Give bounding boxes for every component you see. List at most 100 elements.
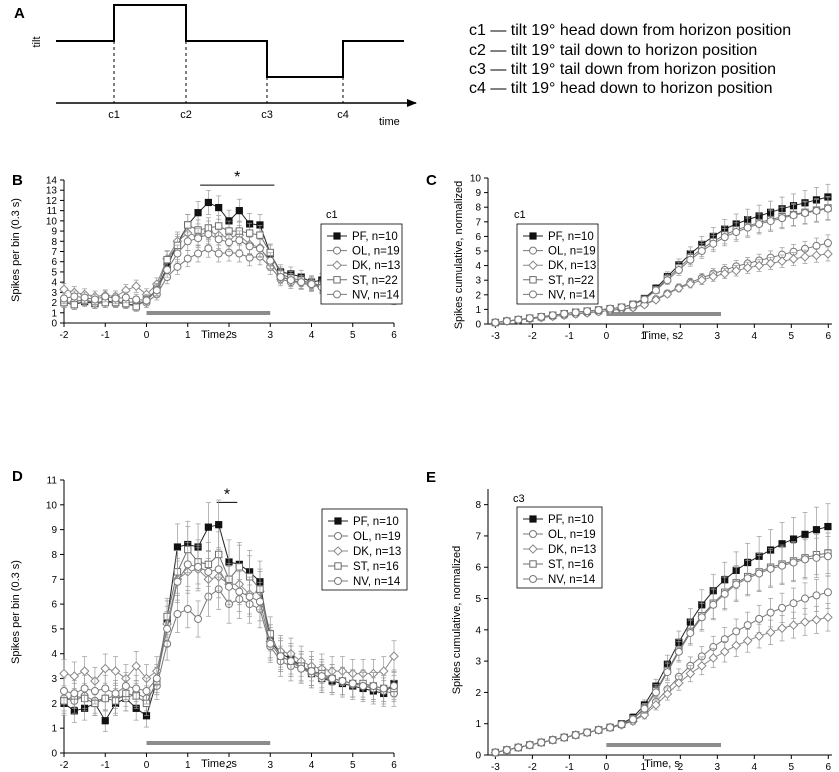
description-c4: c4 — tilt 19° head down to horizon posit…: [469, 80, 772, 97]
legend-marker: [529, 575, 537, 583]
x-tick-label: 6: [826, 331, 832, 342]
data-point: [525, 740, 534, 749]
data-point: [131, 661, 141, 671]
data-point: [823, 204, 832, 213]
legend-marker: [334, 577, 342, 585]
data-point: [674, 678, 684, 688]
data-point: [183, 237, 192, 246]
data-point: [651, 700, 661, 710]
data-point: [286, 657, 295, 666]
data-point: [674, 647, 683, 656]
panel-d-significance: *: [216, 486, 238, 503]
data-point: [101, 684, 110, 693]
series-nv: [60, 542, 398, 707]
panel-c-condition: c1: [514, 209, 526, 221]
legend-item-pf: PF, n=10: [523, 231, 594, 243]
data-point: [674, 283, 684, 294]
y-tick-label: 13: [46, 186, 58, 197]
x-tick-label: 2: [226, 760, 232, 771]
data-point: [651, 295, 661, 305]
y-tick-label: 2: [475, 688, 481, 699]
data-point: [235, 236, 244, 245]
data-point: [184, 221, 192, 229]
data-point: [754, 631, 764, 641]
data-point: [548, 735, 557, 744]
data-point: [662, 689, 673, 699]
data-point: [662, 289, 673, 299]
data-point: [742, 262, 753, 273]
data-point: [571, 730, 580, 739]
data-point: [743, 574, 752, 583]
series-line: [495, 616, 829, 753]
x-tick-label: 4: [752, 331, 758, 342]
data-point: [338, 677, 347, 686]
x-tick-label: 6: [826, 762, 832, 772]
legend-marker: [333, 290, 341, 299]
x-tick-label: 4: [309, 760, 315, 771]
data-point: [100, 663, 111, 674]
data-point: [359, 681, 368, 690]
y-tick-label: 2: [51, 298, 57, 309]
data-point: [215, 521, 223, 529]
legend-label: NV, n=14: [548, 574, 596, 586]
x-tick-label: 5: [350, 760, 356, 771]
data-point: [152, 286, 161, 295]
y-tick-label: 0: [475, 751, 481, 762]
data-point: [369, 681, 378, 690]
legend-label: ST, n=22: [352, 275, 398, 287]
data-point: [266, 639, 275, 648]
x-tick-label: 0: [604, 762, 610, 772]
y-tick-label: 11: [47, 206, 58, 217]
data-point: [142, 296, 151, 305]
legend-item-st: ST, n=22: [523, 275, 594, 287]
data-point: [732, 228, 741, 237]
tilt-trace: [56, 4, 404, 78]
legend-item-ol: OL, n=19: [327, 246, 400, 258]
y-tick-label: 6: [475, 563, 481, 574]
x-tick-label: 6: [391, 330, 397, 341]
legend-marker: [334, 562, 342, 570]
x-tick-label: 1: [641, 331, 647, 342]
data-point: [256, 231, 264, 239]
legend-item-ol: OL, n=19: [523, 529, 596, 541]
data-point: [742, 635, 753, 646]
data-point: [60, 294, 68, 303]
data-point: [606, 723, 615, 732]
panel-e-label: E: [426, 469, 436, 486]
data-point: [606, 304, 615, 313]
data-point: [685, 279, 696, 289]
y-tick-label: 0: [475, 320, 481, 331]
legend-label: ST, n=22: [548, 275, 594, 287]
data-point: [571, 308, 580, 317]
data-point: [90, 295, 99, 304]
legend-item-pf: PF, n=10: [327, 231, 398, 243]
legend-label: NV, n=14: [352, 289, 400, 301]
data-point: [183, 605, 192, 614]
data-point: [583, 728, 592, 737]
data-point: [214, 222, 223, 230]
y-tick-label: 0: [51, 319, 57, 330]
description-c3: c3 — tilt 19° tail down from horizon pos…: [469, 61, 776, 78]
x-tick-label: 5: [789, 762, 795, 772]
data-point: [812, 526, 821, 534]
y-tick-label: 2: [51, 699, 57, 710]
data-point: [110, 666, 121, 676]
x-tick-label: 1: [185, 760, 191, 771]
legend-item-st: ST, n=22: [327, 275, 398, 287]
data-point: [639, 710, 650, 720]
data-point: [732, 627, 741, 636]
data-point: [59, 668, 69, 679]
y-tick-label: 3: [51, 674, 57, 685]
data-point: [720, 233, 729, 242]
data-point: [823, 612, 833, 623]
x-tick-label: -2: [60, 760, 69, 771]
data-point: [390, 681, 398, 690]
panel-d-x-label: Time, s: [201, 758, 237, 770]
legend-item-ol: OL, n=19: [523, 246, 596, 258]
data-point: [204, 523, 212, 531]
x-tick-label: -3: [491, 762, 500, 772]
data-point: [235, 587, 244, 596]
data-point: [755, 219, 764, 228]
legend-label: OL, n=19: [548, 529, 596, 541]
data-point: [491, 318, 500, 327]
